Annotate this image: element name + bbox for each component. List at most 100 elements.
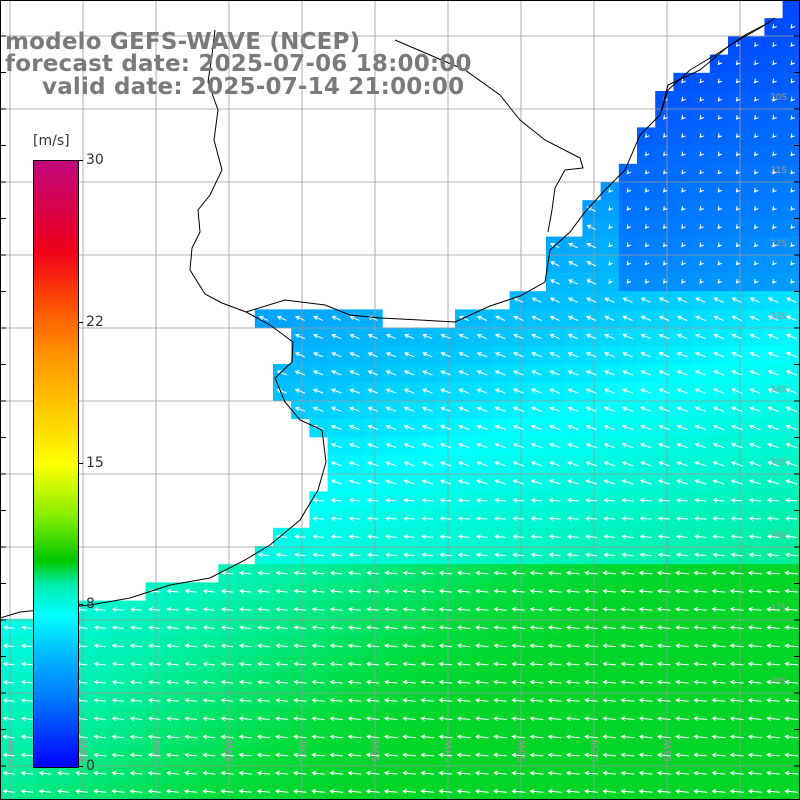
wind-arrow xyxy=(402,752,416,758)
wind-arrow xyxy=(729,661,744,667)
latitude-label: 38S xyxy=(770,677,787,687)
wind-arrow xyxy=(511,752,526,758)
wind-arrow xyxy=(754,96,759,102)
colorbar-tick-label: 30 xyxy=(86,152,104,168)
wind-arrow xyxy=(735,242,741,248)
wind-arrow xyxy=(349,352,360,358)
wind-arrow xyxy=(747,661,762,667)
wind-arrow xyxy=(439,424,452,430)
wind-arrow xyxy=(584,734,598,740)
wind-arrow xyxy=(729,789,744,794)
wind-arrow xyxy=(730,406,743,412)
wind-arrow xyxy=(383,752,398,758)
wind-arrow xyxy=(220,770,234,776)
wind-arrow xyxy=(312,516,324,521)
wind-arrow xyxy=(766,716,780,721)
wind-arrow xyxy=(748,516,761,521)
wind-arrow xyxy=(493,679,507,685)
wind-arrow xyxy=(403,388,415,394)
wind-arrow xyxy=(772,206,777,211)
wind-arrow xyxy=(676,297,688,303)
wind-arrow xyxy=(717,206,723,211)
wind-arrow xyxy=(620,716,635,721)
wind-arrow xyxy=(403,534,415,540)
wind-arrow xyxy=(749,424,761,431)
wind-arrow xyxy=(184,734,198,740)
wind-arrow xyxy=(712,497,725,503)
wind-arrow xyxy=(603,352,615,358)
wind-arrow xyxy=(294,534,306,540)
coastline-north xyxy=(245,17,776,323)
wind-arrow xyxy=(663,115,668,120)
wind-arrow xyxy=(165,752,179,758)
wind-arrow xyxy=(567,333,579,340)
wind-arrow xyxy=(256,752,271,758)
wind-arrow xyxy=(639,424,652,431)
wind-arrow xyxy=(402,625,416,630)
wind-arrow xyxy=(367,388,379,394)
wind-arrow xyxy=(366,643,380,649)
wind-arrow xyxy=(767,297,779,303)
wind-arrow xyxy=(565,679,580,685)
wind-arrow xyxy=(713,297,724,303)
wind-arrow xyxy=(675,625,689,630)
wind-arrow xyxy=(421,479,434,485)
wind-arrow xyxy=(166,643,179,649)
wind-arrow xyxy=(747,625,762,630)
wind-arrow xyxy=(711,716,726,721)
wind-arrow xyxy=(753,206,759,211)
wind-arrow xyxy=(754,78,759,84)
wind-arrow xyxy=(403,516,415,521)
wind-arrow xyxy=(729,716,744,721)
wind-arrow xyxy=(547,661,562,667)
wind-arrow xyxy=(275,698,289,703)
wind-arrow xyxy=(548,461,561,467)
wind-arrow xyxy=(402,661,416,667)
wind-arrow xyxy=(644,151,650,157)
wind-arrow xyxy=(662,278,668,284)
wind-arrow xyxy=(440,352,451,358)
wind-arrow xyxy=(639,497,652,503)
colorbar xyxy=(33,160,79,768)
wind-arrow xyxy=(238,698,252,703)
wind-arrow xyxy=(348,443,361,449)
wind-arrow xyxy=(784,643,799,649)
wind-arrow xyxy=(456,643,471,649)
wind-arrow xyxy=(238,661,252,667)
wind-arrow xyxy=(366,588,380,594)
wind-arrow xyxy=(656,570,671,576)
wind-arrow xyxy=(729,643,744,649)
wind-arrow xyxy=(638,789,653,794)
wind-arrow xyxy=(565,716,580,721)
wind-arrow xyxy=(367,370,378,376)
wind-arrow xyxy=(772,60,777,66)
wind-arrow xyxy=(681,187,686,193)
wind-arrow xyxy=(403,479,415,485)
wind-arrow xyxy=(111,752,125,758)
colorbar-unit: [m/s] xyxy=(33,133,70,149)
wind-arrow xyxy=(620,698,635,703)
wind-arrow xyxy=(784,716,799,721)
wind-arrow xyxy=(403,498,415,503)
wind-arrow xyxy=(548,534,561,540)
wind-arrow xyxy=(111,770,125,776)
wind-arrow xyxy=(638,734,653,740)
wind-arrow xyxy=(699,151,704,157)
wind-arrow xyxy=(731,370,743,376)
wind-arrow xyxy=(790,78,795,84)
wind-arrow xyxy=(220,643,234,649)
wind-arrow xyxy=(529,570,544,576)
wind-arrow xyxy=(439,534,452,540)
wind-arrow xyxy=(456,625,471,630)
wind-arrow xyxy=(312,352,324,358)
wind-arrow xyxy=(2,770,15,776)
wind-arrow xyxy=(293,643,307,649)
wind-arrow xyxy=(784,552,798,558)
wind-arrow xyxy=(420,679,435,685)
wind-arrow xyxy=(440,333,451,340)
wind-arrow xyxy=(767,388,779,394)
wind-arrow xyxy=(238,716,252,722)
wind-arrow xyxy=(422,333,433,340)
wind-arrow xyxy=(238,643,252,649)
wind-arrow xyxy=(790,115,795,120)
